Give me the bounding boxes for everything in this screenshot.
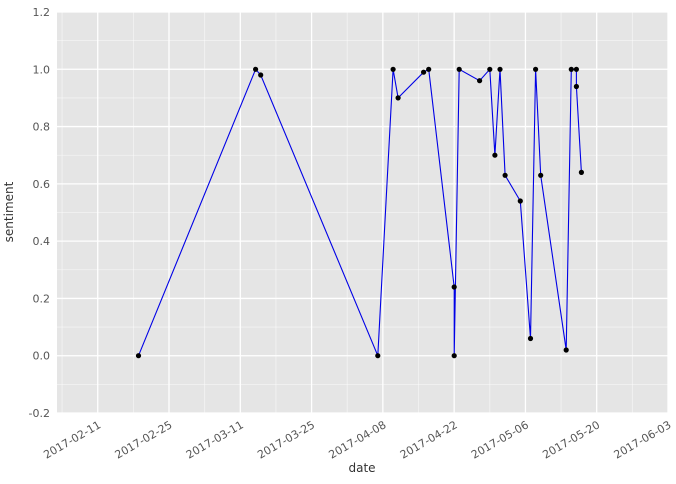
data-point xyxy=(135,353,142,359)
data-point xyxy=(492,152,498,158)
data-point xyxy=(538,172,544,178)
data-point xyxy=(578,169,585,175)
data-point xyxy=(563,347,569,353)
data-point xyxy=(253,66,259,72)
data-point xyxy=(456,66,462,72)
y-tick-label: 0.4 xyxy=(33,235,51,248)
data-point xyxy=(390,66,396,72)
x-tick-label: 2017-05-06 xyxy=(469,418,531,461)
x-tick-label: 2017-03-25 xyxy=(255,418,317,461)
y-tick-label: 0.2 xyxy=(33,292,51,305)
data-point xyxy=(573,66,580,72)
x-tick-label: 2017-06-03 xyxy=(612,418,674,461)
data-point xyxy=(421,69,427,75)
data-point xyxy=(527,335,534,342)
data-point xyxy=(568,66,574,72)
x-axis-label: date xyxy=(348,461,375,475)
data-point xyxy=(533,66,539,72)
x-tick-label: 2017-05-20 xyxy=(540,418,602,461)
y-tick-label: 0.6 xyxy=(33,178,51,191)
y-tick-label: 0.0 xyxy=(33,350,51,363)
data-point xyxy=(451,353,457,359)
x-tick-label: 2017-02-11 xyxy=(41,418,103,461)
x-tick-label: 2017-04-08 xyxy=(327,418,389,461)
data-point xyxy=(502,172,508,178)
data-point xyxy=(573,83,580,90)
y-axis-label: sentiment xyxy=(2,181,16,242)
x-tick-label: 2017-02-25 xyxy=(113,418,175,461)
data-point xyxy=(395,95,401,101)
y-tick-label: -0.2 xyxy=(29,407,50,420)
y-tick-label: 0.8 xyxy=(33,121,51,134)
data-point xyxy=(477,78,483,84)
data-point xyxy=(426,66,432,72)
y-tick-label: 1.2 xyxy=(33,6,51,19)
data-point xyxy=(497,66,503,72)
x-tick-label: 2017-04-22 xyxy=(398,418,460,461)
data-point xyxy=(487,66,493,72)
x-tick-label: 2017-03-11 xyxy=(184,418,246,461)
data-point xyxy=(517,198,523,204)
data-point xyxy=(451,284,457,290)
y-tick-label: 1.0 xyxy=(33,63,51,76)
data-point xyxy=(375,353,381,359)
data-point xyxy=(258,72,264,78)
